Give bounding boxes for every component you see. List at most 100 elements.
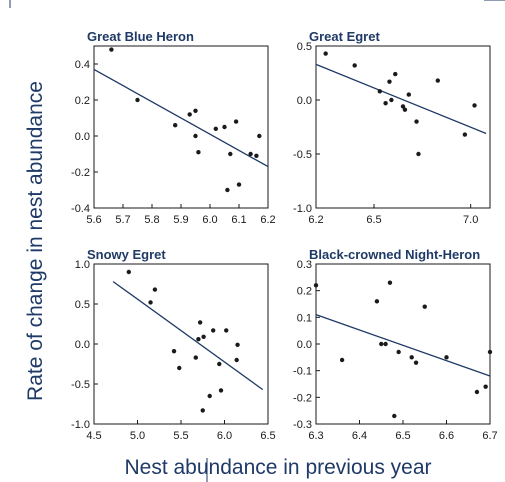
data-point bbox=[406, 92, 411, 97]
data-point bbox=[148, 300, 153, 305]
y-tick-label: 0.0 bbox=[75, 339, 90, 351]
plot-frame-snowy-egret bbox=[93, 263, 269, 425]
data-point bbox=[218, 388, 224, 393]
data-point bbox=[383, 341, 388, 347]
data-point bbox=[392, 413, 397, 419]
x-axis-label: Nest abundance in previous year bbox=[124, 456, 431, 479]
x-tick-label: 5.0 bbox=[130, 430, 145, 442]
y-tick-label: 0.0 bbox=[297, 95, 312, 107]
data-point bbox=[235, 342, 240, 347]
panel-title-great-blue-heron: Great Blue Heron bbox=[87, 29, 194, 44]
data-point bbox=[233, 119, 239, 124]
data-point bbox=[177, 365, 182, 371]
x-tick-label: 6.5 bbox=[366, 214, 381, 226]
plot-frame-great-egret bbox=[315, 45, 491, 209]
x-tick-label: 5.5 bbox=[173, 430, 188, 442]
x-tick-label: 5.9 bbox=[173, 214, 188, 226]
y-tick-label: 0.2 bbox=[75, 95, 90, 107]
y-tick-label: 1.0 bbox=[75, 259, 90, 271]
x-tick-label: 5.6 bbox=[86, 214, 101, 226]
data-point bbox=[200, 408, 205, 413]
panel-great-blue-heron: Great Blue Heron 5.6 5.7 5.8 5.9 6.0 6.1 6.2 -0.… bbox=[71, 29, 276, 226]
data-point bbox=[393, 71, 398, 77]
panel-title-great-egret: Great Egret bbox=[309, 29, 380, 44]
data-point bbox=[483, 384, 488, 389]
data-point bbox=[187, 112, 192, 117]
y-tick-label: -0.2 bbox=[71, 167, 90, 179]
data-point bbox=[217, 361, 222, 367]
y-tick-label: -1.0 bbox=[293, 203, 312, 215]
y-tick-label: 0.5 bbox=[297, 41, 312, 53]
x-tick-label: 6.2 bbox=[260, 214, 275, 226]
panel-black-crowned-night-heron: Black-crowned Night-Heron 6.3 6.4 6.5 6.6 6.7… bbox=[293, 247, 498, 442]
data-point bbox=[474, 389, 480, 395]
data-point bbox=[236, 182, 242, 187]
x-tick-label: 5.8 bbox=[144, 214, 159, 226]
data-point bbox=[323, 51, 328, 56]
trend-line-great-blue-heron bbox=[93, 68, 269, 168]
plot-frame-black-crowned-night-heron bbox=[315, 263, 491, 425]
data-point bbox=[462, 132, 468, 137]
x-tick-label: 6.2 bbox=[308, 214, 323, 226]
panel-title-snowy-egret: Snowy Egret bbox=[87, 247, 166, 262]
data-point bbox=[257, 133, 262, 139]
y-tick-label: -0.4 bbox=[71, 203, 90, 215]
x-tick-label: 6.0 bbox=[202, 214, 217, 226]
data-point bbox=[339, 357, 345, 363]
plot-frame-great-blue-heron bbox=[93, 45, 269, 209]
data-point bbox=[387, 280, 393, 285]
data-point bbox=[313, 283, 319, 288]
y-tick-label: -0.2 bbox=[293, 392, 312, 404]
x-tick-label: 6.5 bbox=[260, 430, 275, 442]
x-tick-label: 6.0 bbox=[217, 430, 232, 442]
data-point bbox=[210, 328, 216, 333]
panel-great-egret: Great Egret 6.2 6.5 7.0 -1.0 -0.5 0.0 0.5 bbox=[293, 29, 491, 226]
data-point bbox=[416, 151, 421, 157]
data-point bbox=[377, 89, 382, 94]
data-point bbox=[402, 107, 408, 112]
x-tick-label: 4.5 bbox=[86, 430, 101, 442]
data-point bbox=[383, 101, 388, 106]
data-point bbox=[389, 97, 394, 103]
y-tick-label: 0.4 bbox=[75, 59, 90, 71]
data-point bbox=[422, 304, 427, 309]
data-point bbox=[400, 104, 406, 109]
data-point bbox=[435, 78, 440, 83]
data-point bbox=[196, 150, 201, 155]
panel-snowy-egret: Snowy Egret 4.5 5.0 5.5 6.0 6.5 -1.0 -0.5 0.0 0.5… bbox=[71, 247, 276, 442]
data-point bbox=[487, 349, 493, 355]
data-point bbox=[234, 357, 239, 363]
y-tick-label: -0.5 bbox=[71, 379, 90, 391]
x-tick-label: 6.5 bbox=[395, 430, 410, 442]
data-point bbox=[352, 63, 357, 68]
data-point bbox=[374, 299, 380, 304]
data-point bbox=[396, 349, 401, 355]
data-point bbox=[135, 97, 140, 103]
data-point bbox=[444, 355, 449, 360]
data-point bbox=[248, 151, 253, 157]
data-point bbox=[225, 187, 230, 193]
data-point bbox=[222, 124, 227, 130]
x-tick-label: 6.7 bbox=[482, 430, 497, 442]
data-point bbox=[409, 355, 414, 360]
data-point bbox=[126, 269, 131, 275]
y-tick-label: 0.5 bbox=[75, 299, 90, 311]
y-tick-label: 0.1 bbox=[297, 312, 312, 324]
x-tick-label: 6.4 bbox=[352, 430, 367, 442]
data-point bbox=[379, 341, 384, 347]
data-point bbox=[193, 108, 198, 114]
y-tick-label: 0.3 bbox=[297, 259, 312, 271]
data-point bbox=[197, 320, 203, 325]
data-point bbox=[171, 349, 177, 354]
data-point bbox=[228, 151, 233, 157]
data-point bbox=[207, 393, 212, 399]
y-tick-label: 0.0 bbox=[297, 339, 312, 351]
data-point bbox=[173, 123, 178, 128]
data-point bbox=[201, 334, 206, 339]
data-point bbox=[472, 103, 477, 108]
data-point bbox=[213, 126, 218, 131]
data-point bbox=[414, 119, 419, 124]
y-tick-label: -0.5 bbox=[293, 149, 312, 161]
x-tick-label: 7.0 bbox=[463, 214, 478, 226]
